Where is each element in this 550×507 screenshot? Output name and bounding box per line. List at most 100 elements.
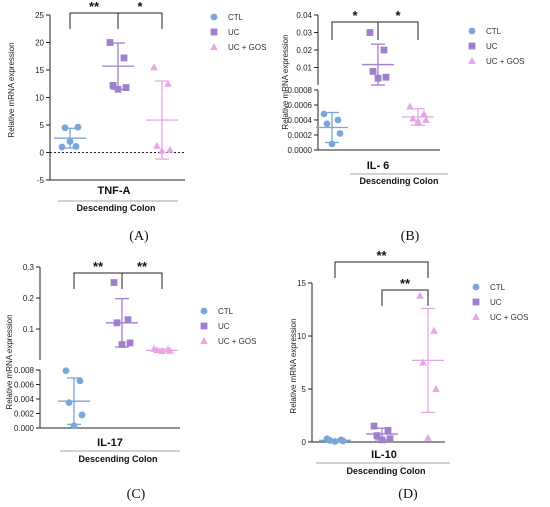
data-point [58, 143, 66, 151]
legend-label: UC [490, 298, 502, 307]
y-tick-label: 10 [297, 332, 306, 341]
y-tick-label: 0.04 [296, 11, 312, 20]
y-tick-label: 0.0002 [288, 131, 313, 140]
legend-label: UC + GOS [490, 313, 528, 322]
data-point [78, 411, 86, 419]
legend-marker [468, 27, 476, 35]
y-tick-label: 0.0006 [288, 101, 313, 110]
data-point [323, 120, 331, 128]
y-tick-label: 0.0000 [288, 146, 313, 155]
legend-label: CTL [218, 307, 234, 316]
data-point [382, 73, 390, 81]
data-point [430, 326, 438, 334]
data-point [406, 102, 414, 110]
data-point [419, 358, 427, 366]
data-point [110, 279, 118, 286]
data-point [334, 116, 342, 124]
legend-label: UC + GOS [218, 337, 256, 346]
data-point [386, 435, 394, 443]
data-point [124, 316, 132, 324]
y-axis-label: Relative mRNA expression [281, 34, 290, 129]
y-tick-label: 0.03 [296, 29, 312, 38]
y-tick-label: 20 [35, 39, 44, 48]
legend-marker [200, 322, 208, 330]
significance-bracket [69, 12, 119, 29]
data-point [118, 341, 126, 348]
significance-label: ** [376, 248, 387, 263]
y-tick-label: 0.000 [14, 424, 35, 433]
group-label: Descending Colon [359, 176, 438, 186]
y-axis-label: Relative mRNA expression [5, 314, 14, 409]
y-tick-label: 0.0004 [288, 116, 313, 125]
data-point [74, 123, 82, 131]
y-axis-label: Relative mRNA expression [289, 318, 298, 413]
data-point [331, 438, 339, 445]
data-point [320, 110, 328, 118]
significance-bracket [381, 289, 429, 306]
legend-marker [200, 337, 208, 344]
legend-marker [200, 307, 208, 315]
significance-bracket [377, 21, 419, 40]
data-point [114, 85, 122, 93]
legend-marker [468, 42, 476, 50]
panel-label-d: (D) [398, 487, 418, 502]
data-point [414, 117, 422, 125]
data-point [153, 141, 161, 149]
data-point [420, 110, 428, 117]
data-point [370, 422, 378, 430]
y-tick-label: 0.3 [23, 263, 35, 272]
data-point [120, 54, 128, 62]
y-tick-label: 5 [302, 385, 307, 394]
legend-label: UC [218, 322, 230, 331]
significance-bracket [117, 12, 163, 29]
panel-d: 0 5 10 15 Relative mRNA expression IL-10 Desce… [289, 248, 528, 476]
data-point [109, 82, 117, 89]
significance-label: ** [137, 259, 148, 274]
data-point [76, 377, 84, 385]
legend-label: UC [228, 28, 240, 37]
data-point [113, 319, 121, 327]
legend-label: UC + GOS [228, 43, 266, 52]
data-point [72, 143, 80, 150]
data-point [378, 436, 386, 444]
data-point [158, 146, 166, 154]
legend-marker [210, 13, 218, 21]
legend-marker [210, 28, 218, 36]
data-point [106, 39, 114, 46]
group-label: Descending Colon [76, 203, 155, 213]
legend-marker [472, 313, 480, 320]
y-tick-label: 0.01 [296, 64, 312, 73]
legend-label: CTL [228, 13, 244, 22]
data-point [336, 130, 344, 137]
significance-label: * [352, 8, 358, 23]
y-tick-label: 0 [40, 149, 45, 158]
y-tick-label: 0 [302, 438, 307, 447]
panel-label-b: (B) [401, 229, 420, 244]
data-point [164, 79, 172, 87]
data-point [339, 437, 347, 445]
significance-bracket [121, 272, 163, 289]
panel-b: 0.0000 0.0002 0.0004 0.0006 0.0008 0.01 0.02 0.… [281, 8, 524, 186]
data-point [61, 124, 69, 132]
data-point [374, 74, 382, 82]
group-label: Descending Colon [346, 466, 425, 476]
significance-label: ** [89, 0, 100, 14]
significance-label: * [395, 8, 401, 23]
y-tick-label: 0.004 [14, 395, 35, 404]
y-tick-label: 0.008 [14, 366, 35, 375]
data-point [62, 367, 70, 375]
panel-label-a: (A) [129, 229, 149, 244]
y-tick-label: 15 [297, 279, 306, 288]
panel-c: 0.000 0.002 0.004 0.006 0.008 0.1 0.2 0.3 Relati… [5, 259, 256, 464]
data-point [409, 114, 417, 122]
data-point [166, 145, 174, 153]
significance-label: * [137, 0, 143, 14]
data-point [416, 291, 424, 299]
significance-bracket [334, 261, 429, 278]
x-axis-label: IL-17 [97, 437, 123, 449]
legend-label: CTL [486, 27, 502, 36]
y-tick-label: 5 [40, 121, 45, 130]
y-tick-label: 0.2 [23, 294, 35, 303]
legend-label: CTL [490, 283, 506, 292]
